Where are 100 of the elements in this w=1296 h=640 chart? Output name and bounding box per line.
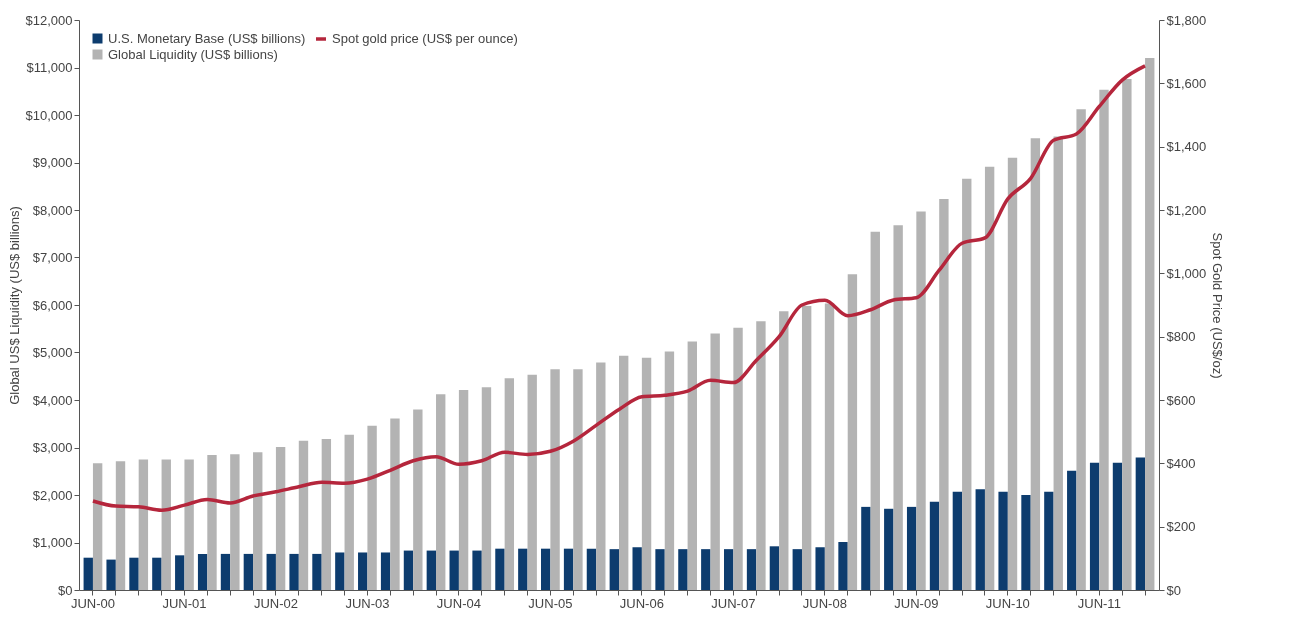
bar <box>824 303 835 590</box>
x-tick-label: JUN-09 <box>894 595 939 611</box>
bar <box>161 459 171 590</box>
bar <box>1030 138 1041 590</box>
bar <box>83 557 93 590</box>
bar <box>275 447 286 590</box>
bar <box>678 549 688 590</box>
legend-label: Global Liquidity (US$ billions) <box>108 46 278 62</box>
bar <box>586 548 597 590</box>
bar <box>746 549 757 590</box>
y-tick-label: $4,000 <box>32 392 73 408</box>
bar <box>335 552 345 590</box>
bar <box>1145 58 1155 590</box>
bar <box>92 463 103 590</box>
x-tick-label: JUN-05 <box>528 595 573 611</box>
bar <box>367 425 377 590</box>
bar <box>861 506 871 590</box>
bar <box>1089 462 1100 590</box>
bar <box>632 547 642 590</box>
bar <box>413 409 423 590</box>
y2-tick-label: $1,400 <box>1166 139 1207 155</box>
bar <box>321 438 332 590</box>
bar <box>115 461 126 590</box>
bar <box>527 374 537 590</box>
bar <box>220 553 231 590</box>
bar <box>1021 495 1031 590</box>
bar <box>289 553 299 590</box>
bar <box>596 362 606 590</box>
bar <box>906 506 917 590</box>
bar <box>619 355 629 590</box>
legend-label: U.S. Monetary Base (US$ billions) <box>108 30 306 46</box>
bar <box>779 311 789 590</box>
bar <box>230 454 240 590</box>
bar <box>266 553 276 590</box>
bar <box>609 549 619 590</box>
bar <box>1135 457 1146 590</box>
bar <box>655 549 665 590</box>
bar <box>975 489 985 590</box>
y-tick-label: $6,000 <box>32 297 73 313</box>
bar <box>664 351 675 590</box>
bar <box>207 455 217 590</box>
bar <box>1099 89 1109 590</box>
y2-tick-label: $1,800 <box>1166 12 1207 28</box>
x-tick-label: JUN-10 <box>985 595 1030 611</box>
y2-tick-label: $200 <box>1166 519 1196 535</box>
bar <box>962 178 972 590</box>
y-tick-label: $12,000 <box>25 12 73 28</box>
bar <box>1067 470 1077 590</box>
bar <box>243 553 254 590</box>
bar <box>563 548 574 590</box>
bar <box>436 394 446 590</box>
x-tick-label: JUN-04 <box>436 595 481 611</box>
bar <box>495 548 505 590</box>
bar <box>838 542 848 590</box>
y-tick-label: $2,000 <box>32 487 73 503</box>
x-tick-label: JUN-11 <box>1077 595 1121 611</box>
bar <box>792 549 802 590</box>
bar <box>641 357 652 590</box>
bar <box>358 552 368 590</box>
bar <box>756 321 766 590</box>
bar <box>1112 462 1123 590</box>
bar <box>723 549 734 590</box>
bar <box>458 390 469 590</box>
bar <box>106 559 116 590</box>
y-tick-label: $9,000 <box>32 155 73 170</box>
bar <box>1044 491 1054 590</box>
bar <box>380 552 391 590</box>
y-tick-label: $7,000 <box>32 250 73 265</box>
bar <box>1076 109 1086 590</box>
y-tick-label: $3,000 <box>32 440 73 455</box>
bar <box>701 549 711 590</box>
bar <box>449 550 459 590</box>
x-tick-label: JUN-01 <box>162 595 207 611</box>
bar <box>929 501 940 590</box>
x-tick-label: JUN-08 <box>802 595 847 611</box>
y-tick-label: $8,000 <box>32 202 73 218</box>
y2-tick-label: $600 <box>1166 392 1196 408</box>
y2-tick-label: $400 <box>1166 455 1196 471</box>
y2-axis-title: Spot Gold Price (US$/oz) <box>1210 232 1226 379</box>
bar <box>344 434 354 590</box>
bar <box>518 548 528 590</box>
bar <box>916 211 926 590</box>
y-tick-label: $1,000 <box>32 535 73 550</box>
bar <box>870 231 880 590</box>
bar <box>984 166 995 590</box>
bar <box>1007 157 1018 590</box>
x-tick-label: JUN-02 <box>253 595 298 611</box>
y-tick-label: $11,000 <box>26 60 73 75</box>
bar <box>253 452 263 590</box>
bar <box>403 550 414 590</box>
y-tick-label: $10,000 <box>25 107 73 123</box>
x-tick-label: JUN-00 <box>70 595 115 611</box>
bar <box>893 225 903 590</box>
bar <box>884 508 894 590</box>
y2-tick-label: $1,200 <box>1166 202 1207 218</box>
bar <box>541 548 551 590</box>
bar <box>312 553 322 590</box>
bar <box>390 418 400 590</box>
x-tick-label: JUN-07 <box>711 595 756 611</box>
bar <box>847 274 858 590</box>
